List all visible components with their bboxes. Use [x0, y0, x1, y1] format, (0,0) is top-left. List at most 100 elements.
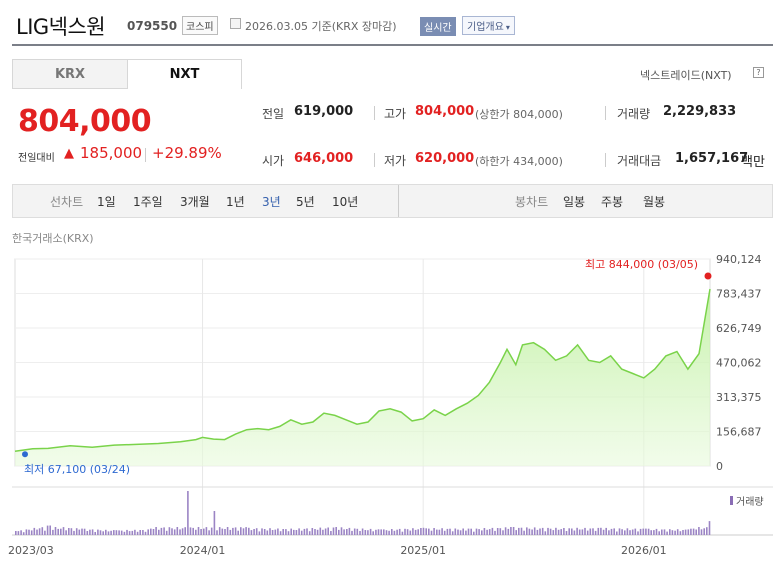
- volume-bar: [571, 528, 573, 535]
- volume-bar: [181, 528, 184, 535]
- volume-bar: [451, 531, 454, 535]
- volume-bar: [578, 529, 581, 535]
- period-1w[interactable]: 1주일: [133, 195, 163, 209]
- volume-bar: [316, 529, 319, 535]
- volume-bar: [70, 528, 73, 535]
- volume-bar: [473, 531, 475, 535]
- volume-bar: [488, 529, 491, 535]
- volume-bar: [237, 530, 239, 535]
- volume-bar: [293, 529, 295, 535]
- volume-bar: [52, 529, 54, 535]
- tab-nxt[interactable]: NXT: [128, 59, 242, 89]
- volume-bar: [412, 528, 414, 535]
- volume-bar: [526, 527, 528, 535]
- volume-bar: [642, 528, 645, 535]
- volume-bar: [274, 529, 277, 535]
- volume-bar: [406, 529, 409, 535]
- volume-bar: [634, 528, 637, 535]
- nxt-link[interactable]: 넥스트레이드(NXT): [640, 69, 732, 82]
- divider: [605, 106, 606, 120]
- volume-bar: [398, 528, 401, 535]
- volume-bar: [171, 528, 173, 535]
- volume-bar: [279, 531, 282, 535]
- open-value: 646,000: [294, 151, 354, 166]
- volume-bar: [377, 529, 380, 535]
- chart-source: 한국거래소(KRX): [12, 232, 94, 245]
- volume-bar: [369, 528, 372, 535]
- volume-bar: [300, 530, 303, 535]
- volume-bar: [359, 531, 361, 535]
- stock-code: 079550: [127, 19, 178, 33]
- period-3m[interactable]: 3개월: [180, 195, 210, 209]
- volume-bar: [282, 529, 284, 535]
- volume-bar: [142, 530, 144, 535]
- max-label: 최고 844,000 (03/05): [585, 258, 698, 271]
- current-price: 804,000: [18, 104, 152, 139]
- period-10y[interactable]: 10년: [332, 195, 359, 209]
- volume-bar: [478, 529, 480, 535]
- volume-bar: [467, 528, 470, 535]
- volume-bar: [639, 528, 642, 535]
- volume-bar: [287, 531, 290, 535]
- tab-krx[interactable]: KRX: [12, 59, 128, 89]
- period-1y[interactable]: 1년: [226, 195, 245, 209]
- y-tick-label: 626,749: [716, 322, 762, 335]
- volume-bar: [332, 527, 335, 535]
- volume-bar: [682, 530, 684, 535]
- help-icon[interactable]: ?: [753, 67, 764, 78]
- realtime-button[interactable]: 실시간: [420, 17, 456, 36]
- volume-bar: [62, 527, 65, 535]
- volume-bar: [383, 529, 385, 535]
- high-value: 804,000: [415, 104, 475, 119]
- volume-bar: [594, 530, 597, 535]
- volume-bar: [189, 527, 192, 535]
- volume-bar: [203, 528, 205, 535]
- volume-bar: [541, 527, 544, 535]
- volume-bar: [417, 529, 419, 535]
- volume-bar: [602, 529, 605, 535]
- volume-bar: [576, 527, 578, 535]
- volume-bar: [544, 531, 547, 535]
- volume-bar: [168, 527, 171, 535]
- volume-bar: [428, 528, 430, 535]
- volume-bar: [258, 531, 261, 535]
- candle-monthly[interactable]: 월봉: [643, 195, 666, 209]
- volume-bar: [240, 527, 242, 535]
- volume-bar: [581, 529, 584, 535]
- volume-bar: [645, 528, 647, 535]
- candle-weekly[interactable]: 주봉: [601, 195, 624, 209]
- volume-bar: [430, 530, 433, 535]
- period-3y[interactable]: 3년: [262, 195, 281, 209]
- volume-bar: [285, 529, 287, 535]
- volume-bar: [163, 527, 165, 535]
- period-1d[interactable]: 1일: [97, 195, 116, 209]
- volume-bar: [687, 529, 690, 535]
- volume-bar: [684, 529, 687, 535]
- volume-bar: [404, 528, 406, 535]
- volume-bar: [446, 528, 449, 535]
- volume-bar: [20, 530, 22, 535]
- volume-bar: [91, 529, 94, 535]
- volume-bar: [457, 529, 459, 535]
- company-info-button[interactable]: 기업개요 ▾: [462, 16, 515, 35]
- volume-bar: [695, 529, 697, 535]
- y-tick-label: 783,437: [716, 288, 762, 301]
- volume-bar: [33, 527, 36, 535]
- volume-bar: [674, 530, 676, 535]
- volume-bar: [105, 529, 107, 535]
- volume-bar: [520, 527, 523, 535]
- volume-bar: [367, 530, 369, 535]
- high-label: 고가: [384, 107, 407, 121]
- volume-bar: [703, 528, 705, 535]
- volume-bar: [483, 528, 486, 535]
- volume-legend-swatch: [730, 496, 733, 505]
- x-tick-label: 2025/01: [400, 544, 446, 557]
- volume-bar: [671, 530, 674, 535]
- candle-chart-label: 봉차트: [515, 195, 549, 209]
- volume-bar: [115, 530, 118, 535]
- volume-bar: [385, 530, 388, 535]
- volume-bar: [173, 529, 176, 535]
- volume-bar: [658, 531, 660, 535]
- period-5y[interactable]: 5년: [296, 195, 315, 209]
- candle-daily[interactable]: 일봉: [563, 195, 586, 209]
